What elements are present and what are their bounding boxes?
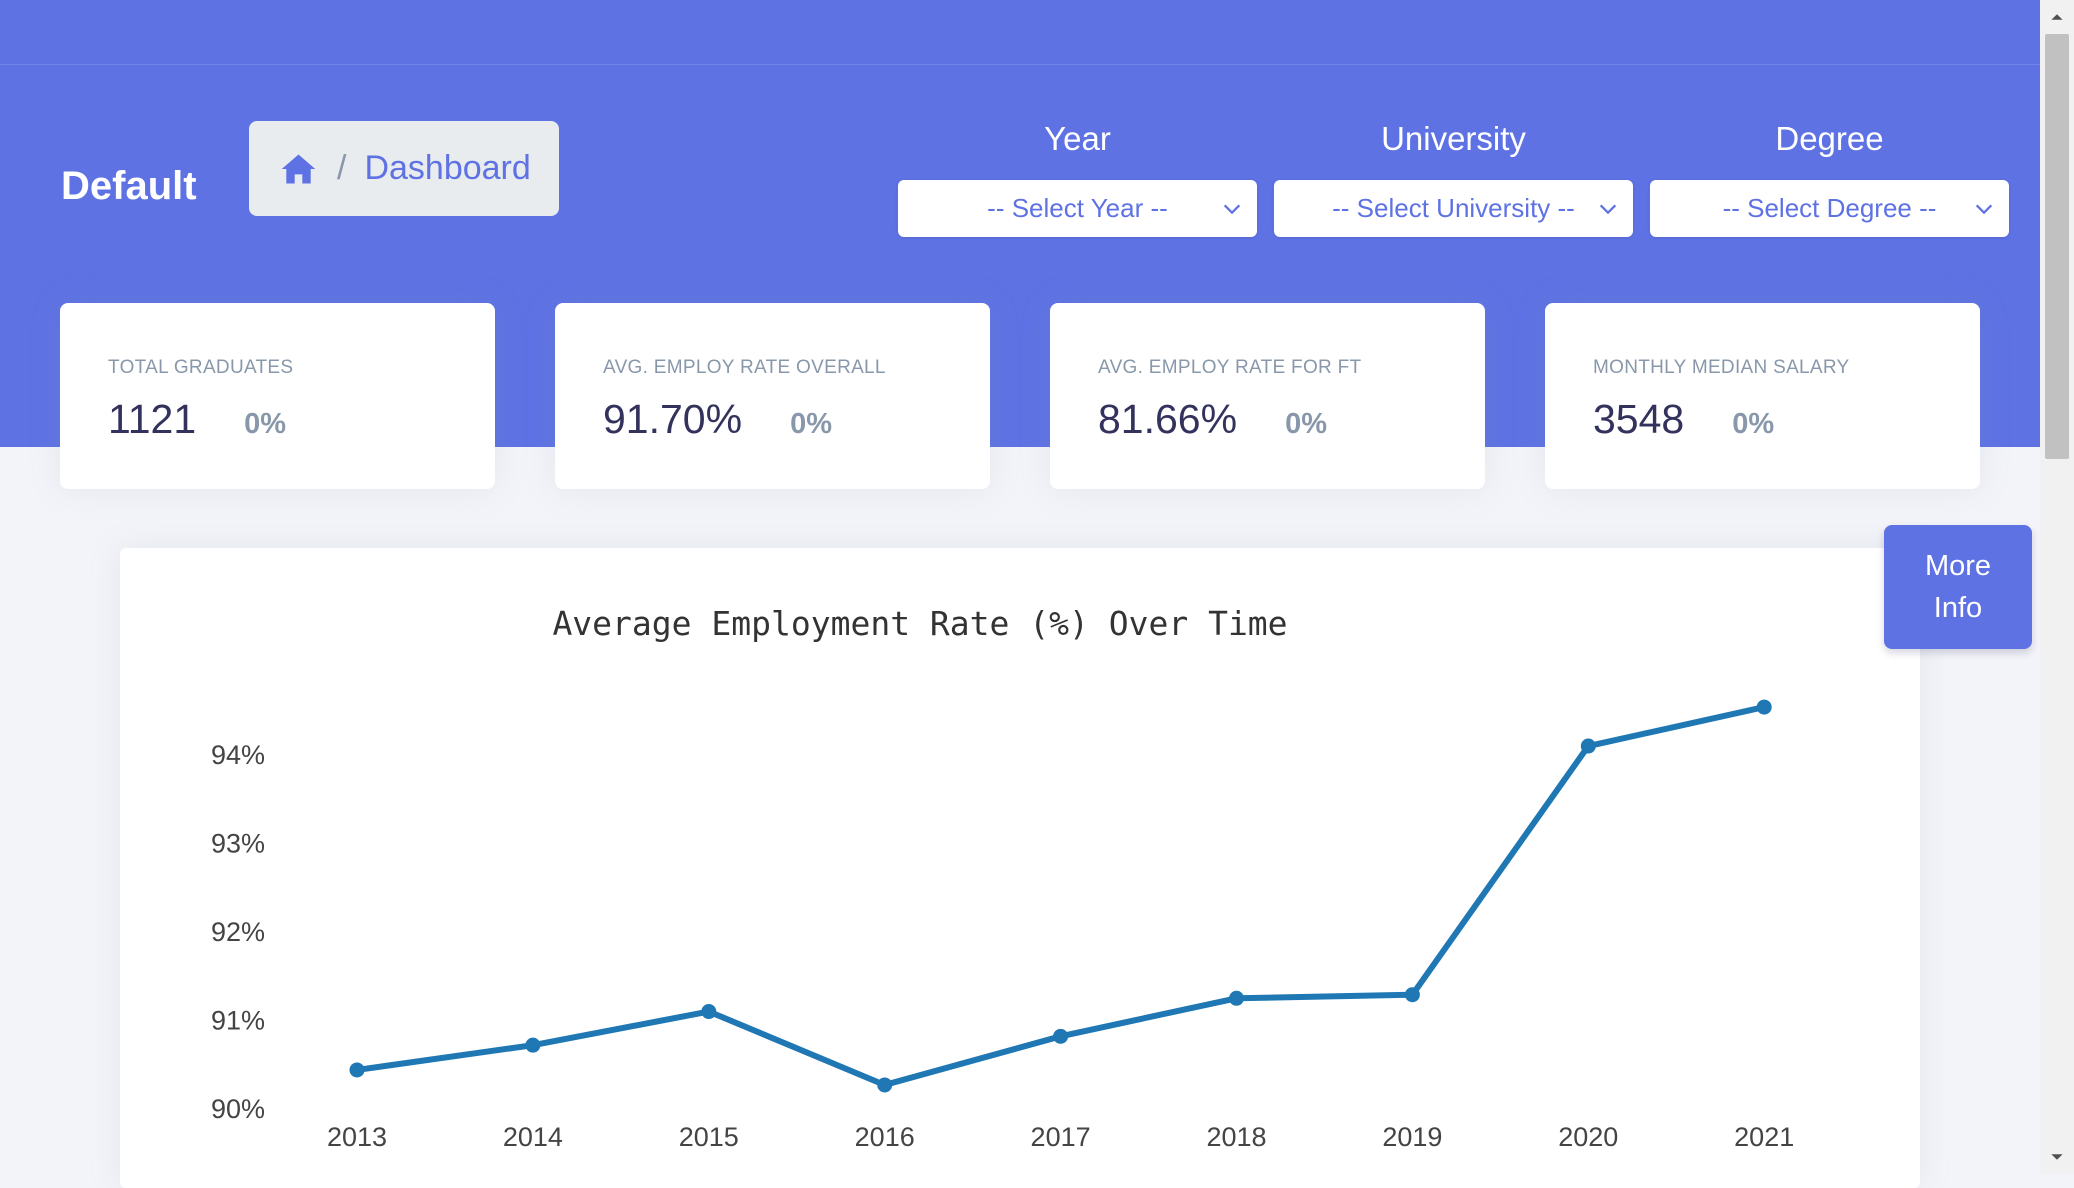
x-tick-label: 2014 [503, 1122, 563, 1152]
stat-change: 0% [244, 408, 287, 440]
chart-title: Average Employment Rate (%) Over Time [552, 604, 1287, 643]
data-point[interactable] [877, 1077, 893, 1093]
page-title: Default [61, 164, 197, 208]
more-info-label-line2: Info [1933, 592, 1983, 624]
x-tick-label: 2018 [1206, 1122, 1266, 1152]
breadcrumb: / Dashboard [249, 121, 559, 216]
more-info-button[interactable]: More Info [1884, 525, 2032, 649]
more-info-label-line1: More [1924, 550, 1992, 582]
chevron-down-icon [1975, 204, 1993, 215]
stat-title: AVG. EMPLOY RATE FOR FT [1098, 357, 1362, 378]
stat-change: 0% [1732, 408, 1775, 440]
stat-change: 0% [1285, 408, 1327, 440]
x-tick-label: 2017 [1031, 1122, 1091, 1152]
stat-change: 0% [790, 408, 832, 440]
degree-filter: Degree -- Select Degree -- [1650, 118, 2009, 237]
data-point[interactable] [1580, 738, 1596, 754]
stat-value: 1121 [108, 396, 197, 442]
data-point[interactable] [1229, 990, 1244, 1006]
employment-rate-chart: Average Employment Rate (%) Over Time 90%… [211, 604, 1794, 1152]
stat-card-avg-employ-rate-overall: AVG. EMPLOY RATE OVERALL 91.70% 0% [555, 303, 990, 489]
university-select-value: -- Select University -- [1332, 193, 1575, 223]
x-tick-label: 2015 [679, 1122, 739, 1152]
year-select[interactable]: -- Select Year -- [898, 180, 1257, 237]
chevron-down-icon [1223, 204, 1241, 215]
breadcrumb-separator: / [337, 149, 347, 187]
stat-card-monthly-median-salary: MONTHLY MEDIAN SALARY 3548 0% [1545, 303, 1980, 489]
header-divider [0, 64, 2040, 65]
chevron-down-icon [1599, 204, 1617, 215]
stat-title: TOTAL GRADUATES [108, 357, 294, 378]
data-point[interactable] [1404, 987, 1420, 1003]
y-tick-label: 94% [211, 740, 265, 770]
series-line [356, 704, 1765, 1088]
data-point[interactable] [349, 1062, 365, 1078]
page-scrollbar[interactable] [2040, 0, 2074, 1174]
home-icon[interactable] [280, 153, 317, 185]
y-tick-label: 93% [211, 829, 265, 859]
stat-value: 3548 [1593, 396, 1685, 442]
breadcrumb-current: Dashboard [364, 149, 531, 187]
y-tick-label: 91% [211, 1006, 265, 1036]
university-filter: University -- Select University -- [1274, 118, 1633, 237]
year-select-value: -- Select Year -- [987, 193, 1168, 223]
scroll-down-arrow-icon[interactable] [2050, 1150, 2064, 1164]
degree-select-value: -- Select Degree -- [1722, 193, 1937, 223]
data-point[interactable] [1756, 699, 1772, 715]
y-tick-label: 90% [211, 1094, 265, 1124]
stat-title: AVG. EMPLOY RATE OVERALL [603, 357, 886, 378]
x-tick-label: 2021 [1734, 1122, 1794, 1152]
stat-value: 81.66% [1098, 396, 1238, 442]
x-tick-label: 2013 [327, 1122, 387, 1152]
employment-rate-chart-card: Average Employment Rate (%) Over Time 90%… [120, 548, 1920, 1188]
x-tick-label: 2019 [1382, 1122, 1442, 1152]
x-tick-label: 2020 [1558, 1122, 1618, 1152]
stat-value: 91.70% [603, 396, 743, 442]
data-point[interactable] [1053, 1028, 1069, 1044]
y-tick-label: 92% [211, 917, 265, 947]
year-filter: Year -- Select Year -- [898, 118, 1257, 237]
year-filter-label: Year [1044, 120, 1111, 157]
x-tick-label: 2016 [855, 1122, 915, 1152]
data-point[interactable] [525, 1037, 541, 1053]
university-filter-label: University [1381, 120, 1526, 157]
stat-card-avg-employ-rate-ft: AVG. EMPLOY RATE FOR FT 81.66% 0% [1050, 303, 1485, 489]
stat-card-total-graduates: TOTAL GRADUATES 1121 0% [60, 303, 495, 489]
data-point[interactable] [701, 1004, 717, 1020]
university-select[interactable]: -- Select University -- [1274, 180, 1633, 237]
degree-filter-label: Degree [1775, 120, 1884, 157]
degree-select[interactable]: -- Select Degree -- [1650, 180, 2009, 237]
scroll-up-arrow-icon[interactable] [2050, 10, 2064, 24]
scrollbar-thumb[interactable] [2045, 34, 2069, 459]
stat-title: MONTHLY MEDIAN SALARY [1593, 357, 1850, 378]
